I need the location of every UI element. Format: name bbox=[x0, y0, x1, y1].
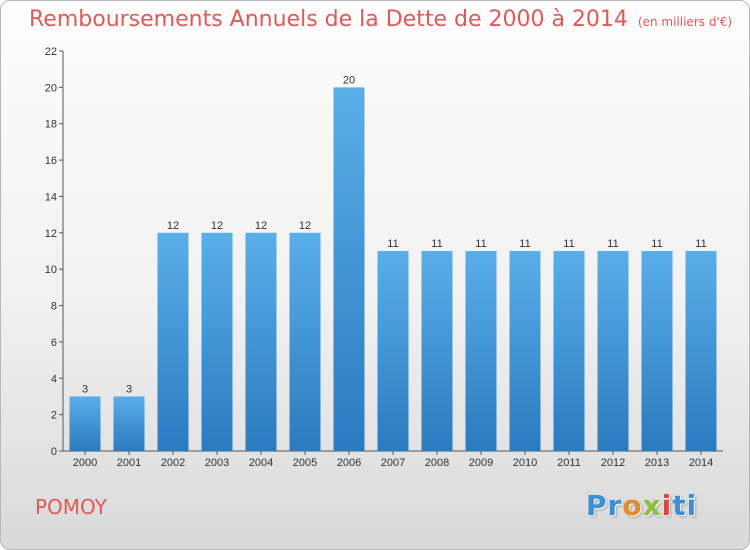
y-tick-label: 22 bbox=[45, 46, 57, 58]
x-tick-label: 2000 bbox=[73, 457, 97, 469]
x-tick-label: 2003 bbox=[205, 457, 229, 469]
x-tick-label: 2014 bbox=[689, 457, 713, 469]
bar bbox=[245, 232, 277, 451]
bar-value-label: 11 bbox=[695, 238, 706, 250]
brand-logo-part: x bbox=[642, 489, 662, 522]
y-tick-label: 4 bbox=[51, 373, 57, 385]
x-tick-label: 2008 bbox=[425, 457, 449, 469]
chart-labels: 3 2000 3 2001 12 2002 12 2003 12 2004 12 2005 20 2006… bbox=[73, 74, 713, 469]
bar-value-label: 12 bbox=[299, 220, 311, 232]
y-tick-label: 6 bbox=[51, 337, 57, 349]
brand-logo-part: o bbox=[622, 489, 643, 522]
x-tick-label: 2013 bbox=[645, 457, 669, 469]
bar-value-label: 12 bbox=[211, 220, 223, 232]
y-tick-label: 14 bbox=[45, 191, 57, 203]
bar-value-label: 11 bbox=[563, 238, 574, 250]
bar-value-label: 11 bbox=[651, 238, 662, 250]
chart-title: Remboursements Annuels de la Dette de 20… bbox=[29, 7, 732, 32]
bar-value-label: 20 bbox=[343, 74, 355, 86]
bar-value-label: 11 bbox=[387, 238, 398, 250]
x-tick-label: 2012 bbox=[601, 457, 625, 469]
y-tick-label: 18 bbox=[45, 119, 57, 131]
bar bbox=[641, 251, 673, 451]
x-tick-label: 2004 bbox=[249, 457, 273, 469]
bar-value-label: 11 bbox=[475, 238, 486, 250]
chart-bars bbox=[69, 87, 717, 452]
brand-logo-part: Pr bbox=[586, 489, 623, 522]
bar bbox=[509, 251, 541, 451]
bar-value-label: 11 bbox=[607, 238, 618, 250]
x-tick-label: 2011 bbox=[557, 457, 581, 469]
brand-logo-part: i bbox=[661, 489, 673, 522]
x-tick-label: 2006 bbox=[337, 457, 361, 469]
y-tick-label: 8 bbox=[51, 301, 57, 313]
x-tick-label: 2001 bbox=[117, 457, 141, 469]
bar bbox=[553, 251, 585, 451]
bar bbox=[157, 232, 189, 451]
y-tick-label: 20 bbox=[45, 82, 57, 94]
y-tick-label: 0 bbox=[51, 446, 57, 458]
x-tick-label: 2005 bbox=[293, 457, 317, 469]
x-tick-label: 2007 bbox=[381, 457, 405, 469]
y-tick-label: 10 bbox=[45, 264, 57, 276]
brand-logo: Proxiti bbox=[586, 489, 697, 522]
x-tick-label: 2010 bbox=[513, 457, 537, 469]
bar-value-label: 12 bbox=[255, 220, 267, 232]
bar bbox=[333, 87, 365, 452]
bar-value-label: 3 bbox=[82, 383, 88, 395]
bar bbox=[289, 232, 321, 451]
bar bbox=[597, 251, 629, 451]
x-tick-label: 2002 bbox=[161, 457, 185, 469]
commune-name: POMOY bbox=[35, 495, 107, 519]
bar bbox=[685, 251, 717, 451]
bar bbox=[69, 396, 101, 451]
bar-value-label: 11 bbox=[431, 238, 442, 250]
x-tick-label: 2009 bbox=[469, 457, 493, 469]
bar bbox=[421, 251, 453, 451]
bar-value-label: 12 bbox=[167, 220, 179, 232]
bar bbox=[113, 396, 145, 451]
y-tick-label: 16 bbox=[45, 155, 57, 167]
bar bbox=[465, 251, 497, 451]
bar-value-label: 11 bbox=[519, 238, 530, 250]
chart-title-text: Remboursements Annuels de la Dette de 20… bbox=[29, 7, 628, 32]
bar bbox=[377, 251, 409, 451]
chart-subtitle: (en milliers d'€) bbox=[637, 15, 733, 29]
brand-logo-part: ti bbox=[672, 489, 698, 522]
y-tick-label: 12 bbox=[45, 228, 57, 240]
bar-value-label: 3 bbox=[126, 383, 132, 395]
bar bbox=[201, 232, 233, 451]
y-tick-label: 2 bbox=[51, 410, 57, 422]
